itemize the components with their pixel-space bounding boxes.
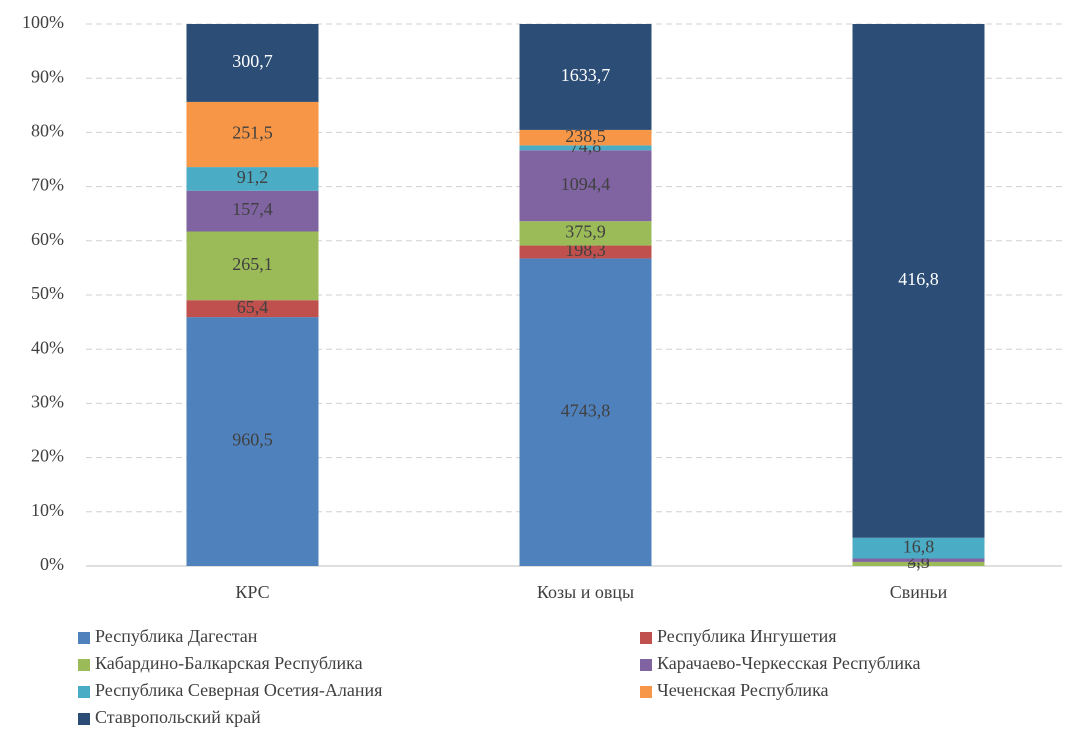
bar-segment — [519, 145, 652, 151]
x-tick-label: Свиньи — [890, 582, 948, 602]
bar-segment — [186, 167, 319, 191]
data-label: 300,7 — [232, 51, 273, 71]
legend-swatch — [78, 713, 90, 725]
legend-label: Ставропольский край — [95, 707, 261, 727]
bar-segment — [519, 24, 652, 130]
legend-swatch — [640, 659, 652, 671]
y-tick-label: 90% — [31, 66, 64, 86]
data-label: 265,1 — [232, 254, 273, 274]
bar-segment — [186, 317, 319, 566]
bar-segment — [186, 190, 319, 232]
y-tick-label: 80% — [31, 121, 64, 141]
data-label: 251,5 — [232, 123, 273, 143]
y-tick-label: 40% — [31, 337, 64, 357]
data-label: 416,8 — [898, 269, 939, 289]
y-tick-label: 30% — [31, 392, 64, 412]
y-tick-label: 60% — [31, 229, 64, 249]
bar-segment — [852, 537, 985, 559]
legend-label: Республика Дагестан — [95, 626, 258, 646]
data-label: 1094,4 — [561, 174, 611, 194]
data-label: 4743,8 — [561, 400, 611, 420]
y-tick-label: 0% — [40, 554, 64, 574]
bar-segment — [186, 300, 319, 318]
x-tick-label: КРС — [235, 582, 269, 602]
legend-label: Карачаево-Черкесская Республика — [657, 653, 920, 673]
legend-label: Кабардино-Балкарская Республика — [95, 653, 363, 673]
legend-swatch — [640, 632, 652, 644]
bar-segment — [519, 150, 652, 222]
data-label: 157,4 — [232, 199, 273, 219]
data-label: 375,9 — [565, 222, 606, 242]
bar-segment — [519, 258, 652, 566]
bar-segment — [852, 561, 985, 566]
legend-label: Республика Ингушетия — [657, 626, 837, 646]
bar-segment — [186, 231, 319, 301]
bar-segment — [852, 558, 985, 562]
y-tick-label: 100% — [22, 12, 64, 32]
x-tick-label: Козы и овцы — [537, 582, 634, 602]
data-label: 16,8 — [903, 536, 935, 556]
y-tick-label: 50% — [31, 283, 64, 303]
legend-swatch — [640, 686, 652, 698]
bar-segment — [186, 24, 319, 102]
y-tick-label: 10% — [31, 500, 64, 520]
legend-swatch — [78, 686, 90, 698]
bar-segment — [186, 101, 319, 168]
bar-segment — [852, 24, 985, 538]
data-label: 960,5 — [232, 430, 273, 450]
legend-swatch — [78, 632, 90, 644]
data-label: 91,2 — [237, 167, 269, 187]
y-tick-label: 70% — [31, 175, 64, 195]
legend-label: Республика Северная Осетия-Алания — [95, 680, 382, 700]
data-label: 65,4 — [237, 297, 269, 317]
data-label: 1633,7 — [561, 65, 611, 85]
legend-swatch — [78, 659, 90, 671]
legend-label: Чеченская Республика — [657, 680, 829, 700]
bar-segment — [519, 221, 652, 246]
data-label: 238,5 — [565, 126, 606, 146]
bar-segment — [519, 129, 652, 146]
y-tick-label: 20% — [31, 446, 64, 466]
bar-segment — [519, 245, 652, 259]
